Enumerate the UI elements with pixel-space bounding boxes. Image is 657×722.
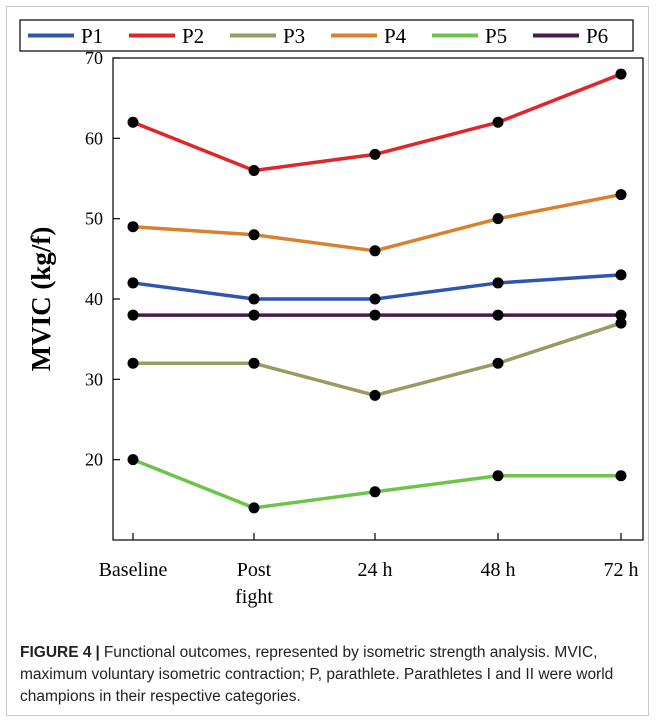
data-point-p2 [492,116,504,128]
data-point-p6 [492,309,504,321]
data-point-p5 [615,470,627,482]
data-point-p2 [369,148,381,160]
y-tick-label: 40 [85,289,103,309]
data-point-p2 [127,116,139,128]
series-line-p3 [133,321,622,398]
legend-label-p4: P4 [384,24,407,48]
data-point-p5 [369,486,381,498]
series-line-p5 [132,458,621,510]
data-point-p4 [369,245,381,257]
x-tick-label: Baseline [99,559,168,581]
data-point-p4 [127,221,139,233]
data-point-p3 [492,357,504,369]
series-line-p4 [132,192,622,253]
data-point-p5 [492,470,504,482]
axes: 20 30 40 50 60 70 Baseline Post fight 24 h 48 h 72 … [26,48,644,608]
y-axis-label: MVIC (kg/f) [26,227,56,372]
data-point-p2 [615,68,627,80]
legend-box [19,19,634,52]
y-tick-label: 50 [85,209,103,229]
caption-separator: | [95,644,100,661]
data-point-p5 [248,502,260,514]
data-point-p3 [248,357,260,369]
data-point-p1 [369,293,381,305]
legend-label-p3: P3 [283,24,305,48]
data-point-p6 [248,309,260,321]
y-tick-label: 70 [85,48,103,68]
figure-caption: FIGURE 4 | Functional outcomes, represente… [20,642,630,708]
legend-label-p6: P6 [586,24,608,48]
x-tick-label: Post fight [235,559,273,608]
data-point-p4 [615,189,627,201]
y-tick-label: 60 [85,128,103,148]
x-tick-label: 24 h [358,559,393,581]
data-point-p6 [127,309,139,321]
data-point-p6 [615,309,627,321]
legend: P1 P2 P3 P4 P5 P6 [19,19,634,52]
x-tick-label: 72 h [604,559,639,581]
data-point-p6 [369,309,381,321]
data-point-p3 [369,389,381,401]
caption-label: FIGURE 4 [20,644,92,661]
series-lines [127,68,627,514]
y-tick-label: 20 [85,450,103,470]
data-point-p3 [615,317,627,329]
data-point-p1 [492,277,504,289]
data-point-p5 [127,454,139,466]
data-point-p1 [248,293,260,305]
data-point-p2 [248,164,260,176]
y-tick-label: 30 [85,369,103,389]
legend-label-p1: P1 [81,24,103,48]
line-chart: P1 P2 P3 P4 P5 P6 20 30 40 50 60 70 Baseline Post fig… [19,19,644,608]
caption-text: Functional outcomes, represented by isom… [20,644,614,705]
legend-label-p5: P5 [485,24,507,48]
data-point-p4 [492,213,504,225]
data-point-p4 [248,229,260,241]
legend-label-p2: P2 [182,24,204,48]
data-point-p3 [127,357,139,369]
data-point-p1 [127,277,139,289]
x-tick-label: 48 h [481,559,516,581]
data-point-p1 [615,269,627,281]
